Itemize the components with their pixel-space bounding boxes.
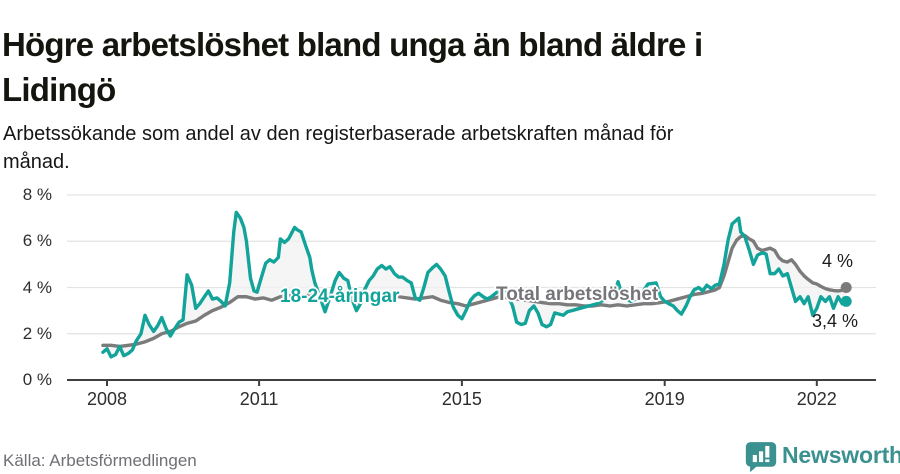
chart-plot-area <box>67 194 876 386</box>
y-tick-label: 6 % <box>22 231 52 251</box>
x-tick-label: 2011 <box>239 389 279 409</box>
y-tick-label: 2 % <box>22 323 52 343</box>
end-value-label-total: 4 % <box>822 251 854 271</box>
x-tick-label: 2019 <box>644 389 685 409</box>
x-tick-label: 2015 <box>441 389 482 409</box>
y-tick-label: 0 % <box>22 370 52 389</box>
brand-wordmark: Newsworthy <box>782 442 900 468</box>
end-value-label-young: 3,4 % <box>812 311 859 331</box>
bar-chart-speech-bubble-icon <box>745 442 777 473</box>
page-title: Högre arbetslöshet bland unga än bland ä… <box>2 26 703 109</box>
x-tick-label: 2008 <box>86 389 128 409</box>
x-tick-label: 2022 <box>796 389 837 409</box>
chart-subtitle: Arbetssökande som andel av den registerb… <box>3 123 674 173</box>
newsworthy-logo: Newsworthy <box>744 440 900 474</box>
series-label-total: Total arbetslöshet <box>496 284 659 305</box>
series-label-young: 18-24-åringar <box>280 286 400 307</box>
line-chart: 0 % 2 % 4 % 6 % 8 % 2008 2011 2015 2019 2022 18-… <box>0 183 900 418</box>
y-tick-label: 8 % <box>22 185 52 204</box>
y-tick-label: 4 % <box>22 277 52 297</box>
source-credit: Källa: Arbetsförmedlingen <box>3 451 197 470</box>
